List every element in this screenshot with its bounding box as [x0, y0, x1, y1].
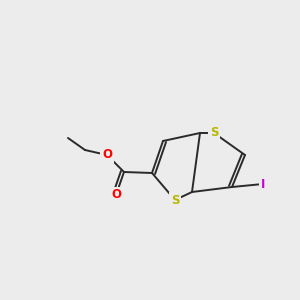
Text: S: S	[171, 194, 179, 206]
Text: O: O	[102, 148, 112, 161]
Text: O: O	[111, 188, 121, 202]
Text: I: I	[261, 178, 265, 190]
Text: S: S	[210, 127, 218, 140]
